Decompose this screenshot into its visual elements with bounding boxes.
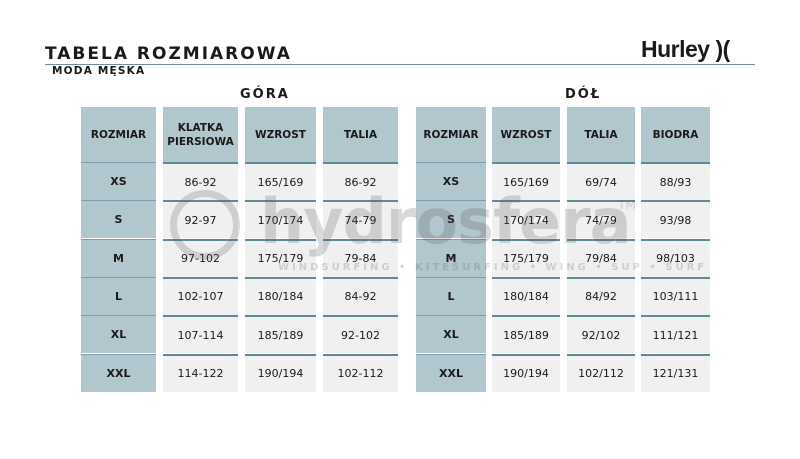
column-header: KLATKA PIERSIOWA [163,107,238,162]
table-cell: 170/174 [245,200,316,239]
size-label: L [81,276,156,315]
table-cell: 102/112 [567,353,635,392]
table-cell: 185/189 [492,315,560,354]
table-cell: 69/74 [567,162,635,200]
table-cell: 165/169 [245,162,316,200]
size-label: S [416,200,486,239]
table-cell: 86-92 [323,162,398,200]
column-header: TALIA [323,107,398,162]
size-label: XS [81,162,156,200]
table-cell: 102-107 [163,276,238,315]
table-cell: 97-102 [163,238,238,277]
table-cell: 86-92 [163,162,238,200]
table-cell: 92-102 [323,315,398,354]
brand-logo: Hurley )( [641,36,730,62]
table-cell: 190/194 [245,353,316,392]
page-title: TABELA ROZMIAROWA [45,44,292,64]
size-label: XL [81,315,156,354]
table-cell: 74/79 [567,200,635,239]
section-label-bottom: DÓŁ [565,87,602,102]
column-header: TALIA [567,107,635,162]
table-cell: 180/184 [245,276,316,315]
table-cell: 175/179 [492,238,560,277]
table-cell: 98/103 [641,238,710,277]
table-cell: 79-84 [323,238,398,277]
size-label: L [416,276,486,315]
section-label-top: GÓRA [240,87,290,102]
table-cell: 88/93 [641,162,710,200]
table-cell: 92/102 [567,315,635,354]
table-cell: 84-92 [323,276,398,315]
table-cell: 185/189 [245,315,316,354]
size-label: XXL [416,353,486,392]
page-subtitle: MODA MĘSKA [52,65,146,77]
table-cell: 107-114 [163,315,238,354]
size-label: M [416,238,486,277]
column-header: ROZMIAR [81,107,156,162]
table-cell: 74-79 [323,200,398,239]
column-header: BIODRA [641,107,710,162]
table-cell: 170/174 [492,200,560,239]
table-cell: 190/194 [492,353,560,392]
table-cell: 92-97 [163,200,238,239]
table-cell: 114-122 [163,353,238,392]
table-cell: 79/84 [567,238,635,277]
column-header: ROZMIAR [416,107,486,162]
table-cell: 103/111 [641,276,710,315]
table-cell: 84/92 [567,276,635,315]
size-label: XS [416,162,486,200]
table-cell: 121/131 [641,353,710,392]
column-header: WZROST [492,107,560,162]
size-label: M [81,238,156,277]
table-cell: 180/184 [492,276,560,315]
table-cell: 175/179 [245,238,316,277]
table-cell: 165/169 [492,162,560,200]
title-divider [45,64,755,65]
size-label: XXL [81,353,156,392]
size-label: S [81,200,156,239]
table-cell: 93/98 [641,200,710,239]
size-label: XL [416,315,486,354]
table-cell: 102-112 [323,353,398,392]
table-cell: 111/121 [641,315,710,354]
column-header: WZROST [245,107,316,162]
